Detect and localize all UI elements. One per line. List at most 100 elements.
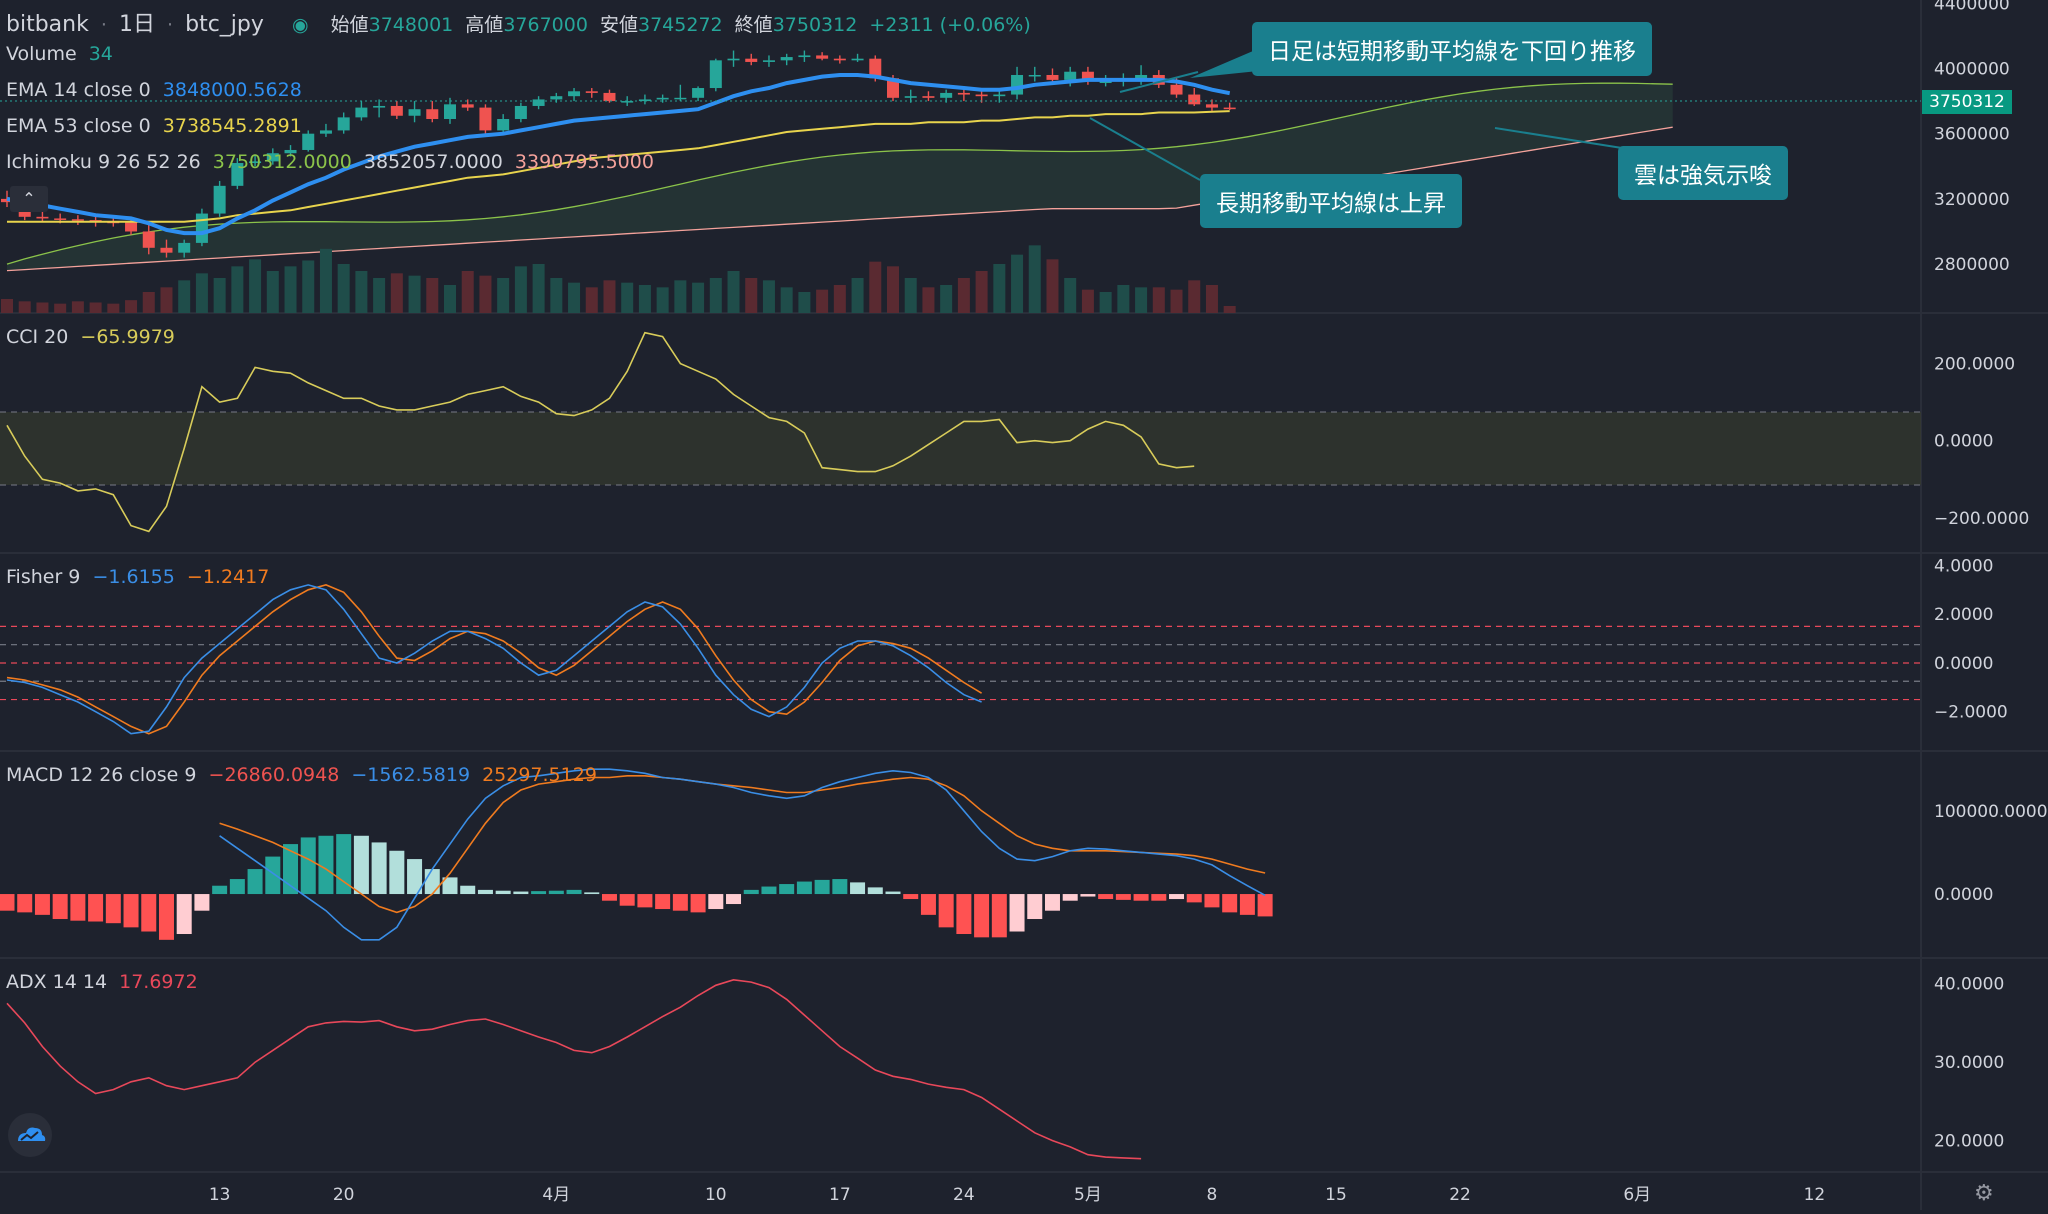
price-tick-label: 4000000 (1934, 59, 2010, 79)
callout-short-ma[interactable]: 日足は短期移動平均線を下回り推移 (1252, 22, 1652, 76)
price-tick-label: 3200000 (1934, 190, 2010, 210)
candle-body (195, 213, 208, 243)
time-tick-label: 10 (705, 1185, 727, 1205)
candle-body (514, 105, 527, 120)
candle-body (1064, 71, 1077, 80)
exchange-name[interactable]: bitbank (6, 12, 89, 37)
open-label: 始値 (330, 14, 369, 36)
volume-bar (780, 287, 793, 313)
macd-hist-bar (1027, 894, 1043, 920)
candle-body (532, 99, 545, 106)
volume-bar (1099, 292, 1112, 313)
volume-legend[interactable]: Volume 34 (6, 43, 119, 65)
adx-tick-label: 20.0000 (1934, 1132, 2004, 1152)
callout-pointer-1 (1190, 48, 1268, 78)
callout-pointer-3 (1494, 127, 1623, 149)
candle-body (266, 153, 279, 162)
time-tick-label: 15 (1325, 1185, 1347, 1205)
macd-hist-bar (779, 884, 795, 895)
volume-bar (54, 303, 67, 313)
candle-body (1011, 74, 1024, 95)
macd-hist-bar (1186, 894, 1202, 903)
cci-tick-label: 0.0000 (1934, 432, 1993, 452)
price-tick-label: 4400000 (1934, 0, 2010, 14)
price-tick-label: 2800000 (1934, 255, 2010, 275)
macd-hist-bar (832, 879, 848, 895)
candle-body (940, 92, 953, 98)
collapse-legend-button[interactable]: ⌃ (10, 186, 48, 212)
macd-legend[interactable]: MACD 12 26 close 9 −26860.0948 −1562.581… (6, 764, 603, 786)
macd-hist-bar (850, 882, 866, 895)
symbol-label[interactable]: btc_jpy (185, 12, 264, 37)
interval-label[interactable]: 1日 (118, 12, 155, 37)
market-status-icon[interactable]: ◉ (291, 14, 309, 36)
candle-body (355, 107, 368, 118)
macd-hist-bar (1151, 894, 1167, 901)
macd-hist-bar (566, 889, 582, 895)
macd-hist-bar (176, 894, 192, 935)
volume-bar (568, 282, 581, 313)
macd-hist-bar (1098, 894, 1114, 900)
volume-bar (975, 271, 988, 313)
candle-body (1135, 74, 1148, 79)
macd-signal-series (219, 775, 1266, 914)
volume-bar (249, 259, 262, 313)
macd-hist-bar (531, 891, 547, 895)
macd-hist-bar (158, 894, 174, 940)
callout-cloud[interactable]: 雲は強気示唆 (1618, 146, 1788, 200)
candle-body (408, 109, 421, 116)
macd-hist-bar (619, 894, 635, 906)
adx-line (6, 978, 1142, 1160)
candle-body (390, 105, 403, 116)
cci-value: −65.9979 (80, 326, 175, 348)
time-tick-label: 12 (1804, 1185, 1826, 1205)
volume-bar (1117, 285, 1130, 313)
macd-hist-bar (974, 894, 990, 938)
time-axis-labels: 13 20 4月 10 17 24 5月 8 15 22 6月 12 (209, 1185, 1825, 1205)
volume-bar (957, 278, 970, 313)
macd-hist-bar (513, 891, 529, 895)
volume-bars (1, 245, 1236, 313)
candle-body (125, 222, 138, 232)
ichimoku-legend[interactable]: Ichimoku 9 26 52 26 3750312.0000 3852057… (6, 151, 660, 173)
volume-bar (550, 278, 563, 313)
candle-body (709, 60, 722, 89)
callout-long-ma[interactable]: 長期移動平均線は上昇 (1200, 174, 1462, 228)
volume-bar (816, 289, 829, 313)
volume-bar (302, 260, 315, 313)
candle-body (142, 231, 155, 248)
volume-bar (514, 266, 527, 313)
volume-bar (603, 280, 616, 313)
volume-bar (1188, 280, 1201, 313)
volume-bar (36, 302, 49, 313)
macd-hist-bar (389, 850, 405, 895)
candle-body (585, 91, 598, 93)
gear-icon[interactable]: ⚙ (1974, 1181, 1994, 1206)
volume-bar (1135, 287, 1148, 313)
macd-hist-bar (105, 894, 121, 924)
fisher-legend[interactable]: Fisher 9 −1.6155 −1.2417 (6, 566, 275, 588)
ema14-legend[interactable]: EMA 14 close 0 3848000.5628 (6, 79, 308, 101)
ema53-legend[interactable]: EMA 53 close 0 3738545.2891 (6, 115, 308, 137)
cci-legend[interactable]: CCI 20 −65.9979 (6, 326, 181, 348)
time-tick-label: 22 (1449, 1185, 1471, 1205)
candle-body (1028, 74, 1041, 77)
volume-bar (1152, 287, 1165, 313)
volume-bar (373, 278, 386, 313)
macd-hist-bar (1009, 894, 1025, 932)
ichimoku-value-3: 3390795.5000 (514, 151, 654, 173)
symbol-header: bitbank · 1日 · btc_jpy ◉ 始値3748001 高値376… (6, 6, 1037, 38)
cloud-icon (18, 1127, 46, 1141)
macd-tick-label: 0.0000 (1934, 885, 1993, 905)
tradingview-logo[interactable] (8, 1113, 52, 1157)
macd-hist-bar (52, 894, 68, 920)
volume-label: Volume (6, 43, 77, 65)
candle-body (656, 97, 669, 100)
volume-bar (869, 261, 882, 313)
adx-legend[interactable]: ADX 14 14 17.6972 (6, 971, 204, 993)
ema14-line (6, 73, 1231, 236)
low-value: 3745272 (638, 14, 723, 36)
candle-body (904, 96, 917, 98)
candle-body (638, 99, 651, 102)
